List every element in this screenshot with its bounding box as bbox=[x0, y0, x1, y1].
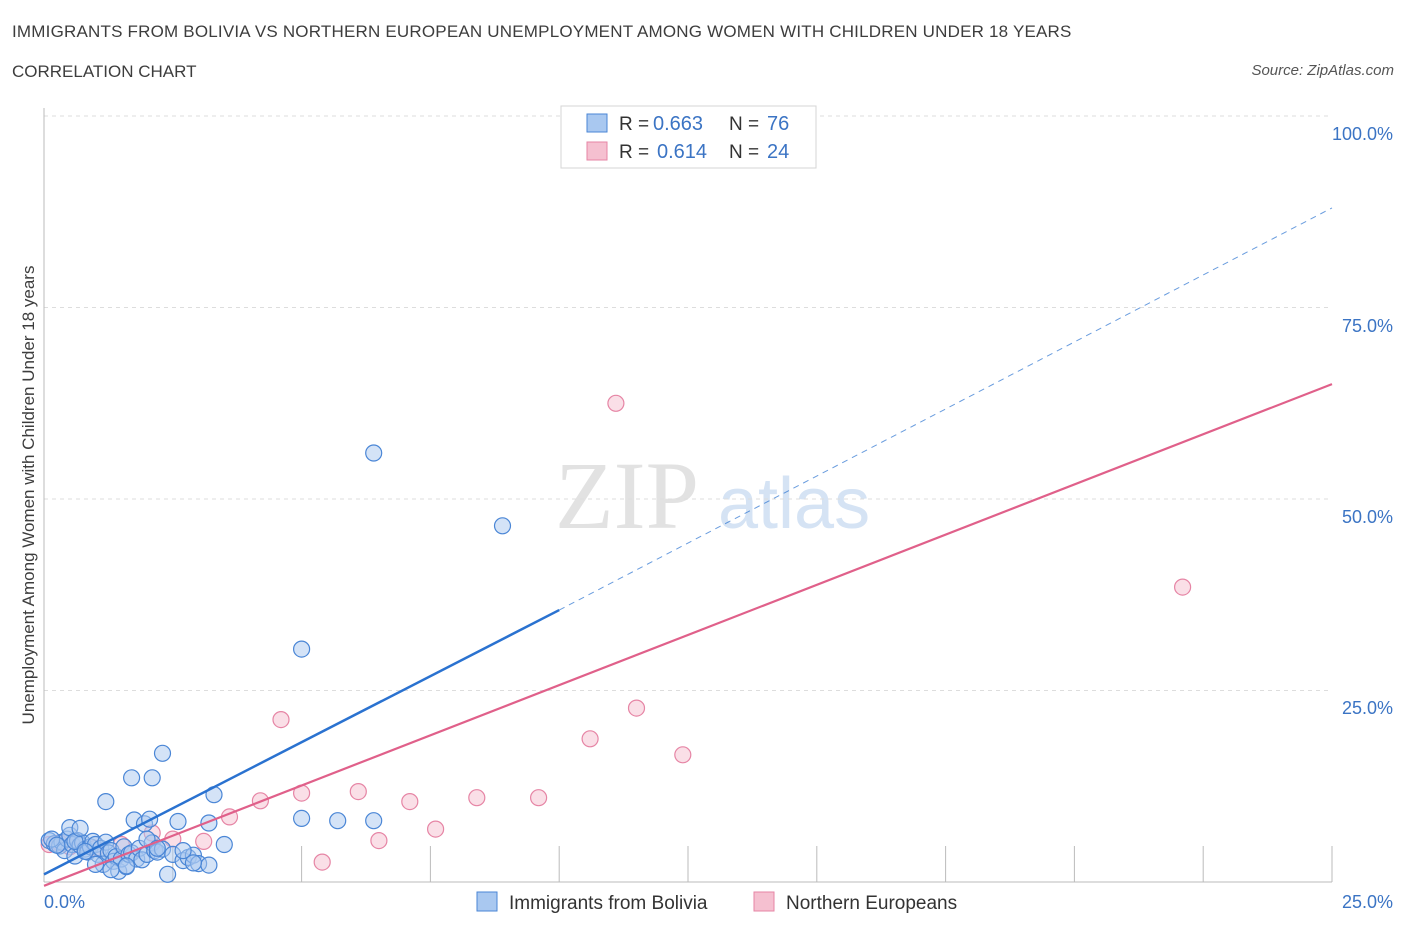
bottom-legend-swatch-pink bbox=[753, 891, 775, 912]
bottom-legend: Immigrants from Bolivia Northern Europea… bbox=[476, 891, 957, 914]
y-tick-label-50: 50.0% bbox=[1342, 507, 1393, 527]
bolivia-point-44 bbox=[169, 812, 187, 831]
watermark: ZIP atlas bbox=[555, 442, 870, 549]
bolivia-point-53 bbox=[123, 769, 141, 787]
legend-r-value-pink: 0.614 bbox=[657, 141, 707, 163]
gridlines bbox=[44, 115, 1332, 691]
bolivia-point-49 bbox=[200, 856, 218, 874]
chart-title: IMMIGRANTS FROM BOLIVIA VS NORTHERN EURO… bbox=[12, 22, 1072, 41]
x-tick-marks bbox=[172, 846, 1333, 882]
x-tick-labels: 0.0% 25.0% bbox=[44, 892, 1393, 912]
y-tick-label-75: 75.0% bbox=[1342, 316, 1393, 336]
northern-europeans-point-20 bbox=[607, 394, 625, 412]
trend-lines bbox=[43, 207, 1333, 887]
northern-europeans-point-7 bbox=[195, 832, 213, 851]
source-credit: Source: ZipAtlas.com bbox=[1251, 62, 1394, 79]
northern-europeans-point-13 bbox=[349, 782, 367, 801]
northern-europeans-point-12 bbox=[313, 853, 331, 871]
legend-r-label-pink: R = bbox=[619, 142, 649, 163]
bolivia-point-42 bbox=[159, 865, 177, 883]
legend-n-value-pink: 24 bbox=[767, 141, 789, 163]
bolivia-point-52 bbox=[97, 792, 115, 811]
bolivia-point-54 bbox=[143, 769, 161, 787]
top-legend: R = 0.663 N = 76 R = 0.614 N = 24 bbox=[560, 105, 817, 169]
chart-subtitle: CORRELATION CHART bbox=[12, 62, 197, 81]
x-tick-label-0: 0.0% bbox=[44, 892, 85, 912]
bolivia-point-51 bbox=[215, 835, 233, 854]
trendline-northern-europeans bbox=[43, 383, 1333, 887]
legend-r-label-blue: R = bbox=[619, 114, 649, 135]
watermark-zip: ZIP bbox=[555, 442, 699, 549]
northern-europeans-point-21 bbox=[627, 699, 646, 717]
y-tick-label-100: 100.0% bbox=[1332, 124, 1393, 144]
legend-swatch-blue bbox=[586, 113, 608, 133]
bolivia-point-64 bbox=[48, 836, 66, 854]
bolivia-point-62 bbox=[493, 517, 512, 535]
legend-swatch-pink bbox=[586, 141, 608, 161]
northern-europeans-point-10 bbox=[272, 710, 290, 729]
bolivia-point-61 bbox=[365, 812, 383, 830]
bolivia-point-69 bbox=[102, 861, 120, 879]
series-immigrants-from-bolivia bbox=[40, 444, 512, 883]
bottom-legend-label-pink: Northern Europeans bbox=[786, 893, 957, 914]
trendline-bolivia bbox=[43, 608, 560, 876]
bolivia-point-73 bbox=[174, 841, 192, 860]
y-axis-label: Unemployment Among Women with Children U… bbox=[19, 266, 38, 725]
legend-n-value-blue: 76 bbox=[767, 113, 789, 135]
northern-europeans-point-17 bbox=[468, 789, 486, 807]
northern-europeans-point-22 bbox=[674, 746, 692, 764]
y-tick-label-25: 25.0% bbox=[1342, 698, 1393, 718]
bolivia-point-74 bbox=[184, 854, 202, 872]
bolivia-point-60 bbox=[365, 444, 383, 462]
bolivia-point-57 bbox=[293, 640, 311, 658]
northern-europeans-point-18 bbox=[529, 789, 548, 807]
legend-n-label-blue: N = bbox=[729, 114, 759, 135]
northern-europeans-point-16 bbox=[427, 820, 445, 838]
watermark-atlas: atlas bbox=[718, 464, 870, 544]
bottom-legend-swatch-blue bbox=[476, 891, 498, 912]
northern-europeans-point-14 bbox=[370, 831, 388, 850]
bolivia-point-59 bbox=[329, 812, 347, 830]
bottom-legend-label-blue: Immigrants from Bolivia bbox=[509, 893, 708, 914]
y-tick-labels: 25.0% 50.0% 75.0% 100.0% bbox=[1332, 124, 1393, 718]
bolivia-point-67 bbox=[71, 819, 89, 838]
x-tick-label-25: 25.0% bbox=[1342, 892, 1393, 912]
legend-n-label-pink: N = bbox=[729, 142, 759, 163]
legend-r-value-blue: 0.663 bbox=[653, 113, 703, 135]
northern-europeans-point-23 bbox=[1173, 578, 1192, 596]
bolivia-point-70 bbox=[117, 857, 136, 875]
bolivia-point-55 bbox=[153, 744, 172, 762]
northern-europeans-point-19 bbox=[581, 730, 599, 748]
northern-europeans-point-15 bbox=[401, 792, 419, 811]
bolivia-point-58 bbox=[293, 809, 311, 828]
trendline-bolivia-extension bbox=[558, 207, 1333, 611]
